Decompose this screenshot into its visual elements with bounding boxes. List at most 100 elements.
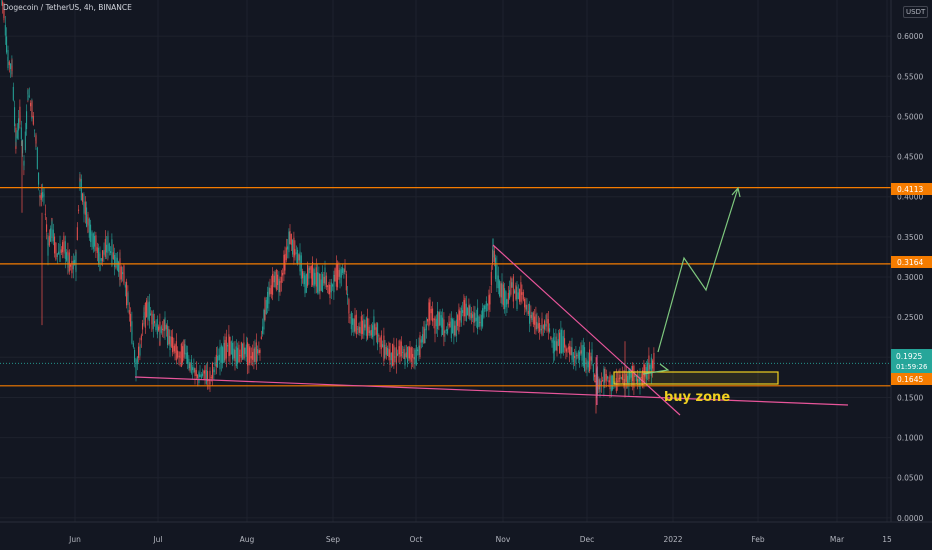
candle-body (526, 304, 528, 312)
candle-body (207, 371, 209, 382)
candle-body (460, 307, 462, 323)
candle-body (82, 193, 84, 202)
candle-body (283, 254, 285, 275)
candle-body (428, 302, 430, 327)
candle-body (115, 252, 117, 266)
candle-body (305, 273, 307, 293)
candle-body (635, 375, 637, 382)
candle-body (591, 349, 593, 363)
candle-body (514, 290, 516, 294)
candle-body (459, 310, 461, 321)
candle-body (410, 347, 412, 362)
candle-body (362, 320, 364, 334)
candle-body (369, 330, 371, 337)
candle-body (482, 308, 484, 327)
candle-body (420, 339, 422, 343)
candle-body (504, 288, 506, 310)
level-tag-0.3164 (891, 256, 932, 268)
candle-body (429, 299, 431, 321)
candle-body (26, 111, 28, 130)
candle-body (622, 374, 624, 380)
candle-body (352, 318, 354, 325)
candle-body (506, 299, 508, 305)
candle-body (404, 353, 406, 366)
candle-body (337, 264, 339, 288)
candle-body (440, 315, 442, 328)
buy-zone-box[interactable] (613, 371, 779, 385)
candle-body (260, 336, 262, 340)
candle-body (547, 319, 549, 332)
candle-body (15, 136, 17, 142)
candle-body (497, 275, 499, 289)
candle-body (532, 312, 534, 325)
currency-button[interactable]: USDT (903, 6, 929, 18)
candle-body (384, 344, 386, 358)
candle-body (463, 300, 465, 317)
candle-body (620, 377, 622, 379)
grid-lines (0, 0, 891, 522)
candle-body (312, 261, 314, 285)
candle-body (580, 350, 582, 354)
candle-body (472, 314, 474, 318)
candle-body (110, 251, 112, 253)
candle-body (174, 344, 176, 353)
candle-body (468, 304, 470, 317)
candle-body (134, 349, 136, 363)
candle-body (154, 321, 156, 324)
candle-body (590, 356, 592, 361)
descending-trendline[interactable] (492, 244, 681, 416)
candle-body (653, 352, 655, 372)
candle-body (522, 292, 524, 300)
candle-body (293, 237, 295, 258)
candle-body (103, 249, 105, 255)
candle-body (332, 284, 334, 287)
candle-body (50, 228, 52, 242)
candle-body (80, 178, 82, 201)
candle-body (357, 328, 359, 330)
candle-body (62, 242, 64, 253)
candle-body (273, 275, 275, 283)
time-axis[interactable]: Jun Jul Aug Sep Oct Nov Dec 2022 Feb Mar 15 (0, 521, 932, 544)
candle-body (584, 347, 586, 372)
candle-body (499, 280, 501, 297)
candle-body (358, 326, 360, 333)
candle-body (31, 101, 33, 117)
candle-body (4, 25, 6, 36)
candle-body (394, 356, 396, 358)
candle-body (455, 319, 457, 337)
candle-body (330, 282, 332, 293)
candle-body (107, 236, 109, 253)
candle-body (16, 130, 18, 139)
candle-body (245, 344, 247, 357)
candle-body (348, 299, 350, 314)
candle-body (147, 303, 149, 319)
level-tag-0.4113 (891, 183, 932, 195)
candle-body (452, 319, 454, 334)
x-tick-label: 15 (882, 535, 892, 544)
candle-body (164, 317, 166, 331)
candle-body (581, 345, 583, 361)
candle-body (542, 325, 544, 329)
candle-body (279, 281, 281, 293)
candle-body (203, 370, 205, 374)
candle-body (142, 323, 144, 330)
candle-body (393, 345, 395, 366)
candle-body (287, 246, 289, 250)
candle-body (48, 235, 50, 246)
x-tick-label: Aug (240, 535, 255, 544)
x-tick-label: Oct (410, 535, 423, 544)
candle-body (502, 284, 504, 306)
price-axis[interactable]: 0.6000 0.5500 0.5000 0.4500 0.4000 0.3500 0.30… (897, 32, 923, 523)
candle-body (92, 233, 94, 249)
candle-body (318, 272, 320, 294)
support-trendline[interactable] (134, 376, 849, 406)
candle-body (108, 243, 110, 252)
candle-body (192, 367, 194, 371)
candle-body (444, 331, 446, 334)
candle-body (493, 250, 495, 262)
candle-body (439, 311, 441, 326)
candle-body (151, 313, 153, 325)
countdown-label: 01:59:26 (896, 363, 928, 371)
candle-body (372, 325, 374, 338)
